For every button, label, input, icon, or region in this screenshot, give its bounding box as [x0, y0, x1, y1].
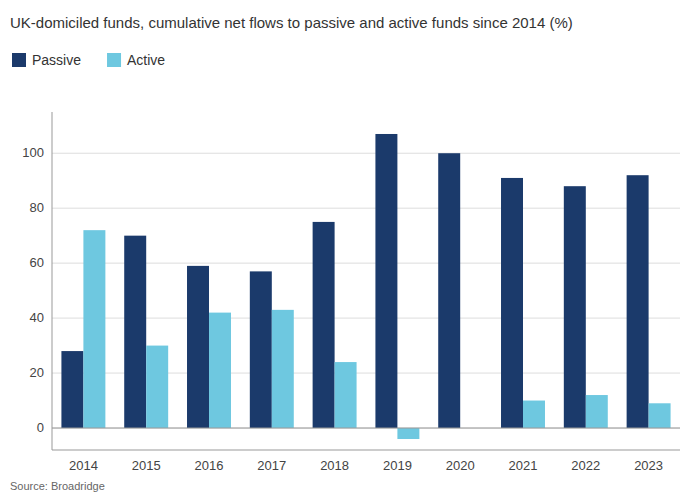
x-tick-label: 2020 — [446, 458, 475, 473]
annotation: Source: Broadridge — [10, 480, 105, 492]
bar — [649, 403, 671, 428]
bar — [187, 266, 209, 428]
bar — [397, 428, 419, 439]
legend-swatch — [12, 53, 26, 67]
x-tick-label: 2023 — [634, 458, 663, 473]
y-axis-line — [52, 112, 53, 450]
legend-label: Active — [127, 52, 165, 68]
y-tick-label: 0 — [37, 420, 44, 435]
x-tick-label: 2017 — [257, 458, 286, 473]
x-tick-label: 2016 — [195, 458, 224, 473]
bar — [209, 313, 231, 428]
x-tick-label: 2022 — [571, 458, 600, 473]
bar — [250, 271, 272, 428]
x-axis-line — [52, 450, 680, 451]
x-tick-label: 2014 — [69, 458, 98, 473]
bar — [627, 175, 649, 428]
bars — [61, 134, 670, 439]
bar — [564, 186, 586, 428]
grid-line — [52, 153, 680, 154]
bar — [523, 401, 545, 428]
x-tick-label: 2015 — [132, 458, 161, 473]
bar — [61, 351, 83, 428]
legend-label: Passive — [32, 52, 81, 68]
x-tick-label: 2018 — [320, 458, 349, 473]
legend: Passive Active — [12, 52, 165, 68]
bar — [586, 395, 608, 428]
bar — [335, 362, 357, 428]
y-tick-label: 100 — [22, 145, 44, 160]
y-tick-label: 80 — [30, 200, 44, 215]
bar — [438, 153, 460, 428]
x-tick-label: 2019 — [383, 458, 412, 473]
title: UK-domiciled funds, cumulative net flows… — [10, 14, 573, 31]
bar — [272, 310, 294, 428]
chart-container: UK-domiciled funds, cumulative net flows… — [0, 0, 700, 500]
grid-line — [52, 428, 680, 429]
bar — [124, 236, 146, 428]
y-tick-label: 40 — [30, 310, 44, 325]
bar — [375, 134, 397, 428]
x-tick-label: 2021 — [509, 458, 538, 473]
legend-swatch — [107, 53, 121, 67]
bar — [501, 178, 523, 428]
chart-svg: UK-domiciled funds, cumulative net flows… — [0, 0, 700, 500]
bar — [146, 346, 168, 428]
legend-item: Active — [107, 52, 165, 68]
grid — [52, 153, 680, 428]
zero-line — [52, 428, 680, 429]
y-tick-label: 20 — [30, 365, 44, 380]
y-tick-label: 60 — [30, 255, 44, 270]
bar — [313, 222, 335, 428]
bar — [83, 230, 105, 428]
legend-item: Passive — [12, 52, 81, 68]
